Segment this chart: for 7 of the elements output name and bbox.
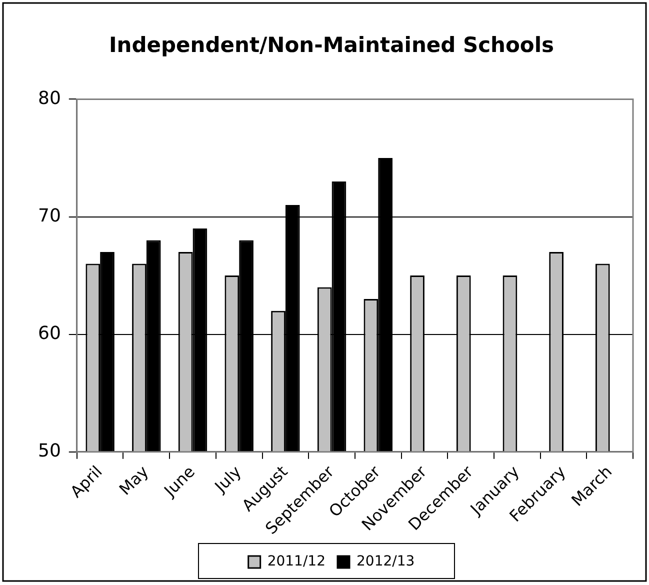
y-tick-label: 80 — [38, 88, 61, 109]
legend-label: 2012/13 — [356, 554, 415, 570]
legend-label: 2011/12 — [267, 554, 326, 570]
y-tick-label: 70 — [38, 205, 61, 226]
y-tick-label: 60 — [38, 323, 61, 344]
chart-title: Independent/Non-Maintained Schools — [108, 33, 554, 58]
y-tick-label: 50 — [38, 440, 61, 462]
